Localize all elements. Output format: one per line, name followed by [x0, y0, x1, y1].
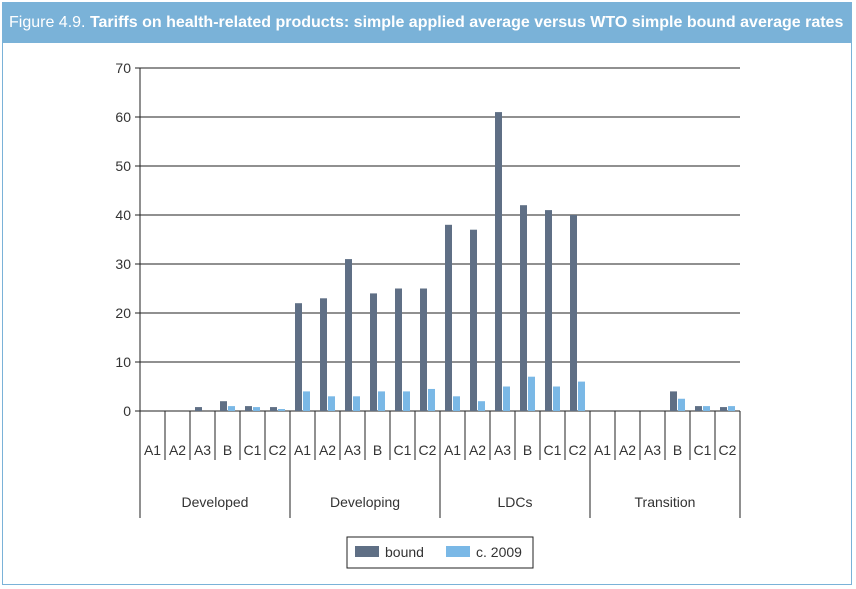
x-category-label: A1 — [294, 442, 311, 458]
x-category-label: C1 — [544, 442, 562, 458]
x-category-label: C1 — [244, 442, 262, 458]
bar-applied — [353, 396, 360, 411]
x-category-label: A1 — [594, 442, 611, 458]
bar-bound — [670, 391, 677, 411]
x-category-label: A2 — [169, 442, 186, 458]
bar-bound — [695, 406, 702, 411]
x-category-label: A1 — [444, 442, 461, 458]
x-category-label: C2 — [419, 442, 437, 458]
x-category-label: B — [673, 442, 682, 458]
bar-bound — [220, 401, 227, 411]
legend-swatch — [446, 546, 470, 557]
x-category-label: B — [523, 442, 532, 458]
bar-bound — [195, 407, 202, 411]
bar-applied — [728, 406, 735, 411]
bar-bound — [295, 303, 302, 411]
bar-applied — [503, 386, 510, 411]
bar-bound — [570, 215, 577, 411]
bar-applied — [678, 398, 685, 411]
legend: bound c. 2009 — [346, 536, 534, 569]
y-tick-label: 70 — [115, 60, 131, 76]
bar-bound — [545, 210, 552, 411]
x-group-label: Transition — [635, 494, 696, 510]
x-category-label: A3 — [644, 442, 661, 458]
y-tick-label: 50 — [115, 158, 131, 174]
x-category-label: C1 — [694, 442, 712, 458]
bars — [195, 112, 735, 411]
x-category-label: A2 — [619, 442, 636, 458]
bar-applied — [428, 388, 435, 411]
bar-applied — [553, 386, 560, 411]
bar-applied — [403, 391, 410, 411]
figure-header: Figure 4.9. Tariffs on health-related pr… — [3, 3, 851, 43]
bar-applied — [278, 409, 285, 411]
bar-bound — [420, 288, 427, 411]
bar-bound — [245, 406, 252, 411]
y-tick-label: 40 — [115, 207, 131, 223]
y-axis-ticks: 0 10 20 30 40 50 60 70 — [115, 60, 131, 419]
bar-bound — [495, 112, 502, 411]
gridlines — [135, 67, 740, 412]
x-category-label: A2 — [469, 442, 486, 458]
bar-applied — [328, 396, 335, 411]
legend-label: c. 2009 — [476, 544, 522, 560]
x-category-label: B — [223, 442, 232, 458]
x-category-label: A3 — [344, 442, 361, 458]
x-category-label: A1 — [144, 442, 161, 458]
bar-applied — [228, 406, 235, 411]
bar-bound — [320, 298, 327, 411]
bar-bound — [520, 205, 527, 411]
y-tick-label: 0 — [123, 403, 131, 419]
x-category-label: C2 — [269, 442, 287, 458]
x-category-label: A2 — [319, 442, 336, 458]
x-group-label: LDCs — [497, 494, 532, 510]
bar-applied — [303, 391, 310, 411]
bar-applied — [528, 376, 535, 411]
x-category-label: C1 — [394, 442, 412, 458]
legend-label: bound — [385, 544, 424, 560]
bar-bound — [445, 224, 452, 411]
bar-bound — [370, 293, 377, 411]
x-axis: A1 A2 A3 B C1 C2 Developed A1 A2 A3 B C1 C2 Developin… — [139, 411, 741, 518]
y-tick-label: 60 — [115, 109, 131, 125]
bar-applied — [453, 396, 460, 411]
x-group-label: Developing — [330, 494, 400, 510]
bar-applied — [478, 401, 485, 411]
y-tick-label: 30 — [115, 256, 131, 272]
bar-bound — [720, 407, 727, 411]
bar-bound — [270, 407, 277, 411]
x-group-label: Developed — [182, 494, 249, 510]
x-category-label: A3 — [194, 442, 211, 458]
x-category-label: B — [373, 442, 382, 458]
x-category-label: A3 — [494, 442, 511, 458]
figure-title: Tariffs on health-related products: simp… — [89, 14, 844, 31]
bar-applied — [378, 391, 385, 411]
bar-bound — [470, 229, 477, 411]
bar-applied — [578, 381, 585, 411]
bar-bound — [395, 288, 402, 411]
bar-applied — [703, 406, 710, 411]
y-tick-label: 10 — [115, 354, 131, 370]
figure-label: Figure 4.9. — [9, 14, 86, 31]
legend-swatch — [355, 546, 379, 557]
x-category-label: C2 — [719, 442, 737, 458]
bar-bound — [345, 259, 352, 411]
y-tick-label: 20 — [115, 305, 131, 321]
bar-applied — [253, 407, 260, 411]
x-category-label: C2 — [569, 442, 587, 458]
